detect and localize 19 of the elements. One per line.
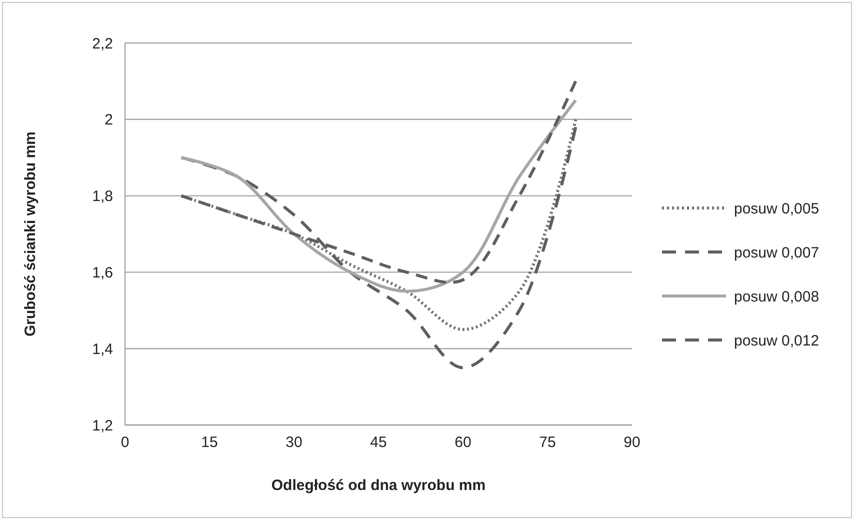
y-axis-title: Grubość ścianki wyrobu mm — [22, 131, 39, 337]
y-tick-label: 2 — [104, 112, 113, 129]
x-tick-label: 45 — [370, 434, 387, 451]
y-tick-label: 2,2 — [92, 35, 113, 52]
legend-label: posuw 0,007 — [734, 244, 820, 262]
y-tick-label: 1,6 — [92, 264, 113, 282]
legend-label: posuw 0,012 — [734, 332, 820, 350]
legend-label: posuw 0,008 — [734, 288, 820, 306]
y-tick-label: 1,4 — [92, 340, 113, 358]
legend-label: posuw 0,005 — [734, 200, 820, 218]
x-axis-title: Odległość od dna wyrobu mm — [271, 477, 486, 494]
y-tick-label: 1,2 — [92, 417, 113, 434]
x-tick-label: 75 — [539, 434, 556, 451]
y-tick-label: 1,8 — [92, 188, 113, 206]
x-tick-label: 15 — [201, 434, 218, 451]
x-tick-label: 60 — [454, 434, 472, 451]
x-tick-label: 0 — [120, 434, 130, 451]
x-tick-label: 30 — [286, 434, 302, 451]
x-tick-label: 90 — [624, 434, 640, 451]
